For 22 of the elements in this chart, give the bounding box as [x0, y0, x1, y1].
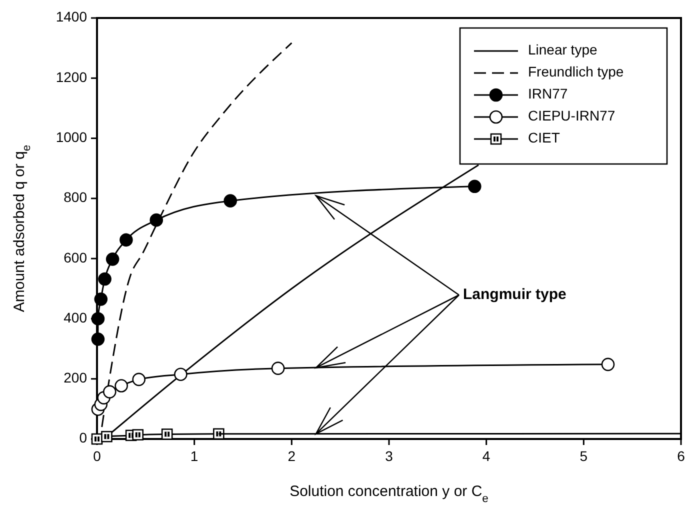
- y-tick-label: 1400: [56, 8, 88, 25]
- y-tick-label: 0: [79, 430, 88, 446]
- x-tick-label: 3: [385, 448, 394, 464]
- x-tick-label: 4: [482, 448, 490, 464]
- y-tick-label: 1200: [56, 68, 88, 85]
- y-tick-label: 600: [64, 249, 88, 266]
- legend-label: CIET: [528, 130, 560, 146]
- x-tick-label: 1: [190, 448, 198, 464]
- y-tick-label: 400: [64, 309, 88, 326]
- x-tick-label: 6: [677, 448, 685, 464]
- y-tick-label: 200: [64, 370, 88, 386]
- x-tick-label: 0: [93, 448, 102, 464]
- y-tick-label: 800: [64, 189, 88, 206]
- x-axis-title: Solution concentration y or C$_{e}$: [290, 483, 488, 505]
- legend-label: Freundlich type: [528, 64, 624, 80]
- annotation: Langmuir type: [463, 286, 566, 303]
- x-tick-label: 5: [580, 448, 588, 464]
- x-tick-label: 2: [288, 448, 296, 464]
- legend-label: IRN77: [528, 86, 568, 102]
- legend-label: Linear type: [528, 42, 598, 58]
- y-tick-label: 1000: [56, 128, 88, 145]
- legend-label: CIEPU-IRN77: [528, 108, 616, 124]
